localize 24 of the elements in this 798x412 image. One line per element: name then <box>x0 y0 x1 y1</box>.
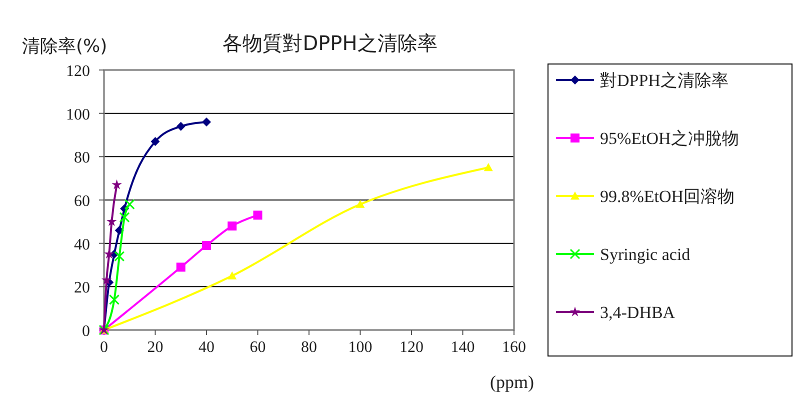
x-tick-label: 60 <box>250 339 266 356</box>
y-tick-label: 0 <box>82 323 90 340</box>
legend-label: 對DPPH之清除率 <box>600 71 728 90</box>
y-axis-title: 清除率(%) <box>22 36 108 57</box>
legend-label: 95%EtOH之冲脫物 <box>600 129 739 148</box>
x-tick-label: 20 <box>147 339 164 356</box>
y-tick-label: 80 <box>74 150 90 167</box>
x-tick-label: 160 <box>502 339 526 356</box>
x-tick-label: 80 <box>301 339 317 356</box>
x-tick-label: 40 <box>198 339 214 356</box>
y-tick-label: 60 <box>74 193 90 210</box>
chart-title: 各物質對DPPH之清除率 <box>222 31 438 55</box>
y-tick-label: 20 <box>74 280 90 297</box>
x-axis-title: (ppm) <box>490 372 534 392</box>
legend-label: 99.8%EtOH回溶物 <box>600 187 735 206</box>
legend-label: Syringic acid <box>600 245 691 264</box>
y-tick-label: 100 <box>66 106 90 124</box>
x-tick-label: 100 <box>348 339 372 356</box>
legend-label: 3,4-DHBA <box>600 303 676 322</box>
x-tick-label: 140 <box>450 339 475 356</box>
y-tick-label: 120 <box>66 63 90 80</box>
x-tick-label: 120 <box>400 339 424 356</box>
x-tick-label: 0 <box>100 339 108 356</box>
y-tick-label: 40 <box>74 236 90 254</box>
